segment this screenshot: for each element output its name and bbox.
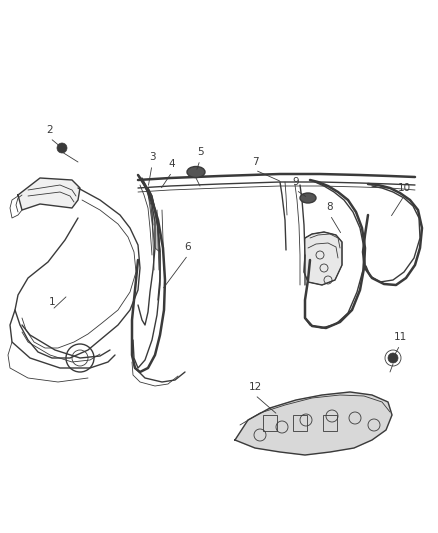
Text: 9: 9 (293, 177, 299, 187)
Polygon shape (304, 232, 342, 285)
Circle shape (57, 143, 67, 153)
Ellipse shape (187, 166, 205, 177)
Text: 3: 3 (148, 152, 155, 162)
Bar (293, 415, 307, 431)
Polygon shape (148, 188, 160, 252)
Text: 5: 5 (197, 147, 203, 157)
Text: 10: 10 (397, 183, 410, 193)
Text: 7: 7 (252, 157, 258, 167)
Text: 1: 1 (49, 297, 55, 307)
Text: 2: 2 (47, 125, 53, 135)
Polygon shape (235, 392, 392, 455)
Bar (323, 415, 337, 431)
Polygon shape (18, 178, 80, 210)
Text: 12: 12 (248, 382, 261, 392)
Text: 6: 6 (185, 242, 191, 252)
Circle shape (388, 353, 398, 363)
Bar (263, 415, 277, 431)
Ellipse shape (300, 193, 316, 203)
Text: 4: 4 (169, 159, 175, 169)
Text: 8: 8 (327, 202, 333, 212)
Text: 11: 11 (393, 332, 406, 342)
